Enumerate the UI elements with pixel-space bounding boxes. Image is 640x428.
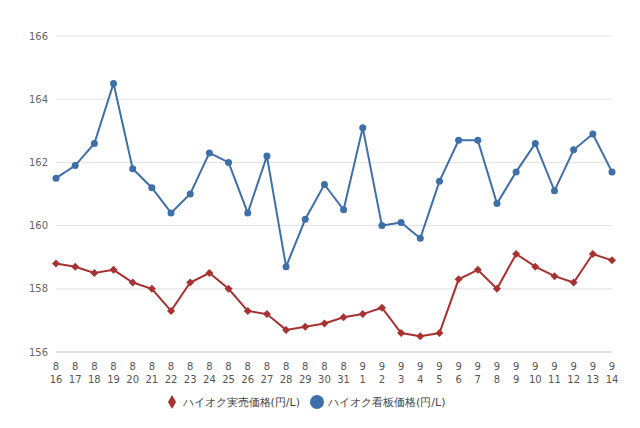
- svg-text:164: 164: [29, 94, 48, 105]
- svg-text:831: 831: [337, 361, 350, 385]
- svg-text:156: 156: [29, 347, 48, 358]
- svg-text:817: 817: [69, 361, 82, 385]
- svg-text:822: 822: [165, 361, 178, 385]
- svg-text:816: 816: [50, 361, 63, 385]
- svg-text:914: 914: [606, 361, 619, 385]
- svg-text:94: 94: [417, 361, 423, 385]
- svg-text:821: 821: [145, 361, 158, 385]
- svg-text:818: 818: [88, 361, 101, 385]
- svg-text:830: 830: [318, 361, 331, 385]
- svg-text:824: 824: [203, 361, 216, 385]
- svg-text:95: 95: [436, 361, 442, 385]
- svg-text:826: 826: [241, 361, 254, 385]
- svg-text:829: 829: [299, 361, 312, 385]
- svg-text:97: 97: [475, 361, 481, 385]
- html-text:ハイオク看板価格(円/L): ハイオク看板価格(円/L): [328, 396, 446, 409]
- svg-text:820: 820: [126, 361, 139, 385]
- svg-text:911: 911: [548, 361, 561, 385]
- svg-text:158: 158: [29, 283, 48, 294]
- svg-text:96: 96: [455, 361, 461, 385]
- svg-text:828: 828: [280, 361, 293, 385]
- svg-text:819: 819: [107, 361, 120, 385]
- svg-text:162: 162: [29, 157, 48, 168]
- svg-text:913: 913: [586, 361, 599, 385]
- svg-text:910: 910: [529, 361, 542, 385]
- svg-text:825: 825: [222, 361, 235, 385]
- svg-text:827: 827: [261, 361, 274, 385]
- svg-text:91: 91: [360, 361, 366, 385]
- svg-text:160: 160: [29, 220, 48, 231]
- svg-text:93: 93: [398, 361, 404, 385]
- svg-text:98: 98: [494, 361, 500, 385]
- svg-text:92: 92: [379, 361, 385, 385]
- svg-text:166: 166: [29, 31, 48, 42]
- svg-text:912: 912: [567, 361, 580, 385]
- svg-text:99: 99: [513, 361, 519, 385]
- html-text:ハイオク実売価格(円/L): ハイオク実売価格(円/L): [182, 396, 300, 409]
- svg-text:823: 823: [184, 361, 197, 385]
